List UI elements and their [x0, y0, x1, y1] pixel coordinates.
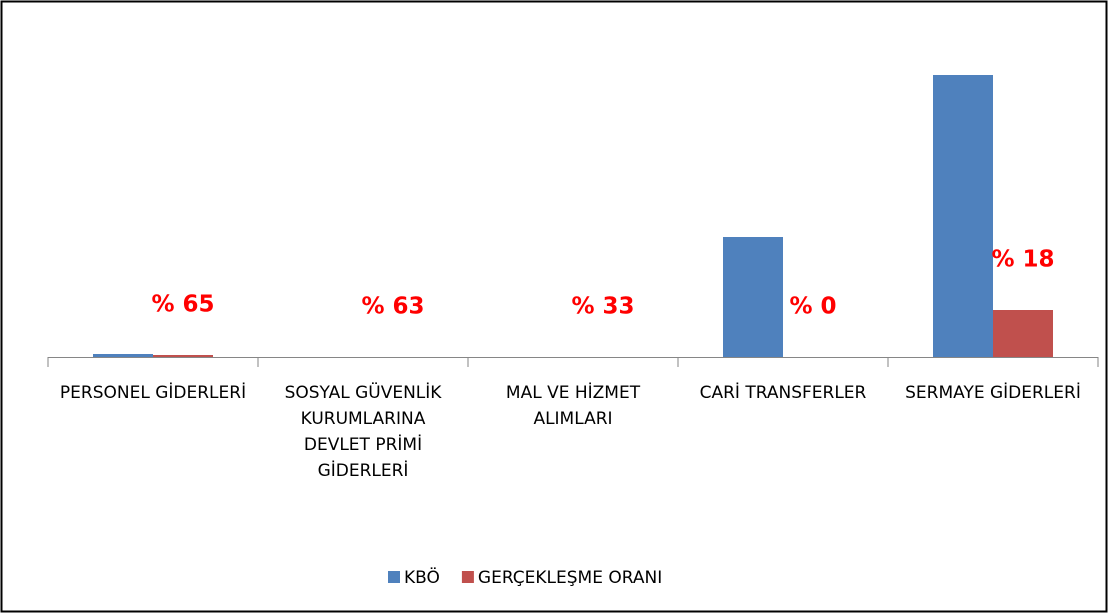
- annotation: % 0: [789, 294, 836, 320]
- x-tick-label: SERMAYE GİDERLERİ: [905, 383, 1081, 403]
- bar: [153, 355, 213, 357]
- bar: [93, 354, 153, 357]
- annotation: % 33: [571, 294, 634, 320]
- bar: [993, 310, 1053, 357]
- annotation: % 63: [361, 294, 424, 320]
- legend-label: GERÇEKLEŞME ORANI: [478, 568, 662, 588]
- x-tick-label: MAL VE HİZMET ALIMLARI: [505, 383, 641, 429]
- x-tick-label: PERSONEL GİDERLERİ: [59, 383, 247, 403]
- legend-swatch: [388, 571, 400, 583]
- bar: [933, 75, 993, 357]
- x-tick-label: SOSYAL GÜVENLİK KURUMLARINA DEVLET PRİMİ…: [284, 383, 442, 481]
- annotation: % 65: [151, 292, 214, 318]
- legend-label: KBÖ: [404, 566, 440, 588]
- legend-swatch: [461, 571, 474, 583]
- x-tick-label: CARİ TRANSFERLER: [699, 383, 867, 403]
- annotation: % 18: [991, 247, 1054, 273]
- bar: [723, 237, 783, 357]
